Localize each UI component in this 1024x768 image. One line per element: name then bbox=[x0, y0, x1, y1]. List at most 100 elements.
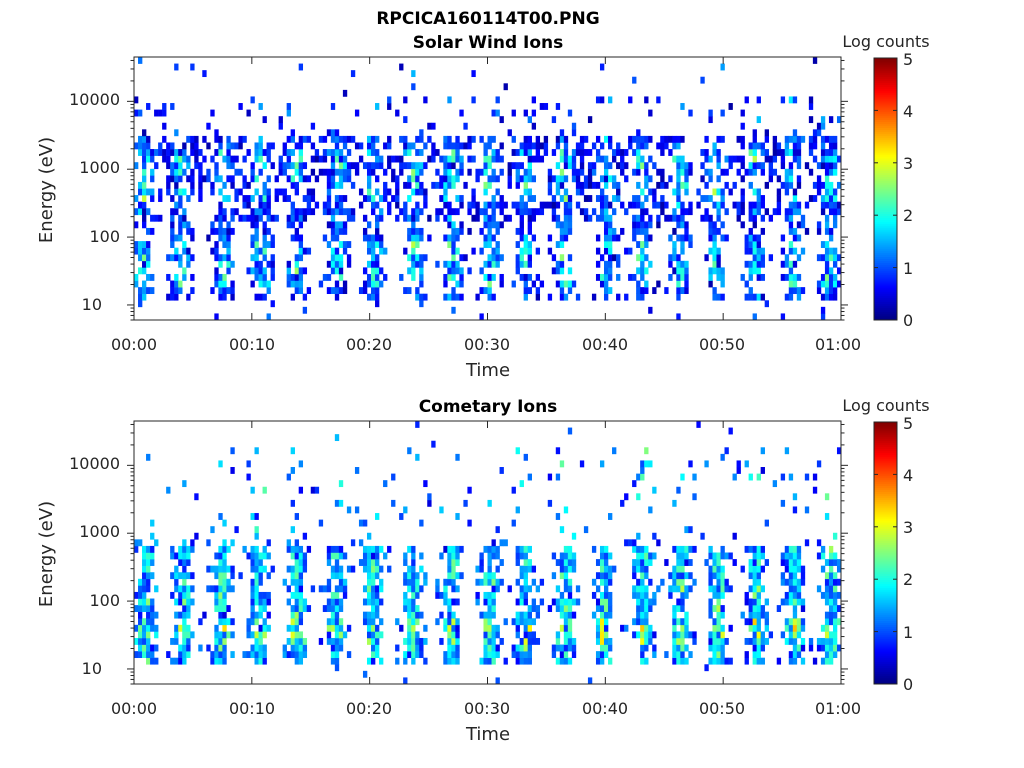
cometary-heatmap-cell bbox=[632, 631, 637, 639]
solar-wind-heatmap-cell bbox=[246, 149, 251, 156]
cometary-heatmap-cell bbox=[644, 631, 649, 639]
solar-wind-heatmap-cell bbox=[628, 96, 633, 104]
solar-wind-heatmap-cell bbox=[182, 142, 187, 150]
solar-wind-heatmap-cell bbox=[648, 109, 653, 117]
solar-wind-heatmap-cell bbox=[459, 273, 464, 281]
solar-wind-heatmap-cell bbox=[371, 201, 376, 209]
solar-wind-heatmap-cell bbox=[138, 142, 143, 150]
cometary-heatmap-cell bbox=[403, 552, 408, 560]
cometary-heatmap-cell bbox=[688, 526, 693, 534]
solar-wind-heatmap-cell bbox=[792, 135, 798, 143]
solar-wind-heatmap-cell bbox=[262, 247, 267, 255]
solar-wind-heatmap-cell bbox=[519, 247, 524, 255]
solar-wind-heatmap-cell bbox=[591, 208, 597, 216]
cometary-heatmap-cell bbox=[832, 618, 838, 626]
cometary-heatmap-cell bbox=[334, 664, 340, 672]
cometary-heatmap-cell bbox=[792, 651, 798, 659]
cometary-heatmap-cell bbox=[154, 611, 159, 619]
cometary-heatmap-cell bbox=[487, 545, 492, 553]
solar-wind-heatmap-cell bbox=[443, 142, 448, 150]
solar-wind-heatmap-cell bbox=[330, 254, 336, 262]
cometary-heatmap-cell bbox=[832, 552, 838, 560]
cometary-heatmap-cell bbox=[796, 552, 802, 560]
cometary-heatmap-cell bbox=[354, 506, 360, 514]
cometary-heatmap-cell bbox=[680, 578, 685, 586]
solar-wind-heatmap-cell bbox=[138, 287, 143, 295]
cometary-heatmap-cell bbox=[680, 559, 685, 566]
solar-wind-colorbar-step bbox=[874, 60, 897, 63]
solar-wind-heatmap-cell bbox=[326, 149, 332, 156]
solar-wind-colorbar-step bbox=[874, 146, 897, 149]
solar-wind-heatmap-cell bbox=[210, 109, 215, 117]
solar-wind-heatmap-cell bbox=[322, 201, 328, 209]
cometary-heatmap-cell bbox=[146, 611, 151, 619]
cometary-heatmap-cell bbox=[174, 657, 179, 665]
cometary-heatmap-cell bbox=[286, 539, 291, 547]
cometary-heatmap-cell bbox=[142, 598, 147, 606]
solar-wind-colorbar-label: Log counts bbox=[842, 32, 929, 51]
cometary-heatmap-cell bbox=[487, 657, 492, 665]
solar-wind-heatmap-cell bbox=[178, 175, 183, 183]
cometary-heatmap-cell bbox=[547, 473, 553, 481]
cometary-heatmap-cell bbox=[567, 552, 573, 560]
cometary-heatmap-cell bbox=[366, 657, 372, 665]
solar-wind-heatmap-cell bbox=[603, 260, 609, 268]
solar-wind-heatmap-cell bbox=[628, 135, 633, 143]
cometary-heatmap-cell bbox=[254, 552, 259, 560]
cometary-heatmap-cell bbox=[567, 637, 573, 645]
solar-wind-colorbar-step bbox=[874, 90, 897, 94]
solar-wind-heatmap-cell bbox=[487, 135, 492, 143]
solar-wind-heatmap-cell bbox=[531, 280, 537, 288]
solar-wind-heatmap-cell bbox=[603, 168, 609, 176]
cometary-heatmap-cell bbox=[451, 559, 456, 566]
cometary-heatmap-cell bbox=[150, 644, 155, 652]
solar-wind-heatmap-cell bbox=[407, 142, 412, 150]
solar-wind-heatmap-cell bbox=[138, 201, 143, 209]
cometary-heatmap-cell bbox=[475, 578, 480, 586]
cometary-heatmap-cell bbox=[138, 605, 143, 612]
solar-wind-heatmap-cell bbox=[684, 188, 689, 196]
solar-wind-heatmap-cell bbox=[696, 201, 701, 209]
cometary-heatmap-cell bbox=[371, 637, 376, 645]
cometary-heatmap-cell bbox=[760, 657, 765, 665]
solar-wind-heatmap-cell bbox=[407, 254, 412, 262]
solar-wind-heatmap-cell bbox=[559, 155, 565, 163]
cometary-heatmap-cell bbox=[724, 552, 729, 560]
solar-wind-colorbar-step bbox=[874, 62, 897, 65]
solar-wind-heatmap-cell bbox=[190, 287, 195, 295]
cometary-heatmap-cell bbox=[218, 637, 223, 645]
solar-wind-heatmap-cell bbox=[820, 122, 826, 130]
cometary-heatmap-cell bbox=[692, 578, 697, 586]
solar-wind-heatmap-cell bbox=[459, 227, 464, 235]
solar-wind-heatmap-cell bbox=[266, 201, 271, 209]
cometary-heatmap-cell bbox=[206, 585, 211, 593]
cometary-heatmap-cell bbox=[716, 559, 721, 566]
cometary-heatmap-cell bbox=[740, 565, 745, 573]
cometary-heatmap-cell bbox=[780, 552, 786, 560]
solar-wind-heatmap-cell bbox=[366, 247, 372, 255]
solar-wind-heatmap-cell bbox=[354, 109, 360, 117]
cometary-heatmap-cell bbox=[286, 624, 291, 632]
solar-wind-colorbar-step bbox=[874, 170, 897, 174]
cometary-heatmap-cell bbox=[419, 637, 424, 645]
solar-wind-heatmap-cell bbox=[423, 195, 428, 202]
solar-wind-heatmap-cell bbox=[495, 227, 500, 235]
cometary-heatmap-cell bbox=[447, 657, 452, 665]
cometary-heatmap-cell bbox=[362, 611, 368, 619]
solar-wind-heatmap-cell bbox=[210, 227, 215, 235]
solar-wind-heatmap-cell bbox=[178, 168, 183, 176]
cometary-heatmap-cell bbox=[800, 624, 806, 632]
solar-wind-heatmap-cell bbox=[182, 241, 187, 248]
solar-wind-heatmap-cell bbox=[266, 287, 271, 295]
solar-wind-heatmap-cell bbox=[515, 241, 520, 248]
cometary-heatmap-cell bbox=[756, 651, 761, 659]
cometary-heatmap-cell bbox=[294, 631, 299, 639]
solar-wind-colorbar-step bbox=[874, 182, 897, 186]
solar-wind-heatmap-cell bbox=[242, 195, 247, 202]
solar-wind-heatmap-cell bbox=[720, 135, 725, 143]
solar-wind-heatmap-cell bbox=[760, 162, 765, 170]
solar-wind-colorbar-step bbox=[874, 231, 897, 235]
cometary-heatmap-cell bbox=[595, 572, 601, 580]
solar-wind-heatmap-cell bbox=[668, 260, 673, 268]
solar-wind-heatmap-cell bbox=[182, 267, 187, 275]
